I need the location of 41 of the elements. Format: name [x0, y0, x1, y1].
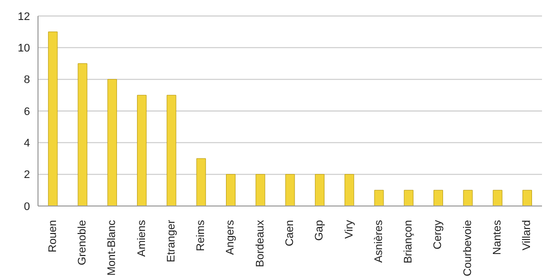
bar	[492, 190, 502, 206]
bar	[374, 190, 384, 206]
x-tick-label: Gap	[314, 220, 326, 241]
y-tick-label: 10	[18, 42, 30, 55]
bar	[196, 158, 206, 206]
x-tick-label: Cergy	[432, 220, 444, 250]
y-tick-label: 12	[18, 10, 30, 23]
x-tick-label: Etranger	[165, 220, 178, 262]
x-tick-label: Angers	[224, 220, 237, 255]
x-tick-label: Viry	[343, 220, 356, 239]
y-tick-label: 8	[24, 74, 30, 86]
bar	[463, 190, 473, 206]
bar	[166, 94, 176, 206]
bar	[256, 174, 266, 206]
x-tick-label: Villard	[521, 220, 534, 250]
x-tick-label: Reims	[195, 220, 208, 252]
x-tick-label: Grenoble	[76, 220, 88, 266]
y-tick-label: 4	[24, 138, 30, 150]
bar	[344, 174, 354, 206]
x-tick-label: Caen	[284, 220, 296, 246]
bar	[226, 174, 236, 206]
bar	[314, 174, 324, 206]
bar	[285, 174, 295, 206]
x-tick-label: Bordeaux	[254, 220, 266, 268]
x-tick-label: Rouen	[46, 220, 59, 252]
x-tick-label: Asnières	[372, 220, 385, 263]
x-tick-label: Mont-Blanc	[106, 220, 118, 276]
y-tick-label: 0	[24, 200, 30, 213]
bar	[78, 63, 88, 206]
x-tick-label: Nantes	[492, 220, 504, 255]
bar	[522, 190, 532, 206]
x-tick-label: Amiens	[136, 220, 148, 257]
bar	[404, 190, 414, 206]
x-tick-label: Briançon	[402, 220, 415, 264]
y-tick-label: 6	[24, 106, 30, 118]
x-tick-label: Courbevoie	[462, 220, 474, 276]
y-tick-label: 2	[24, 169, 30, 182]
bar	[107, 79, 117, 206]
bar	[48, 32, 58, 206]
bar	[137, 94, 147, 206]
bar	[434, 190, 444, 206]
